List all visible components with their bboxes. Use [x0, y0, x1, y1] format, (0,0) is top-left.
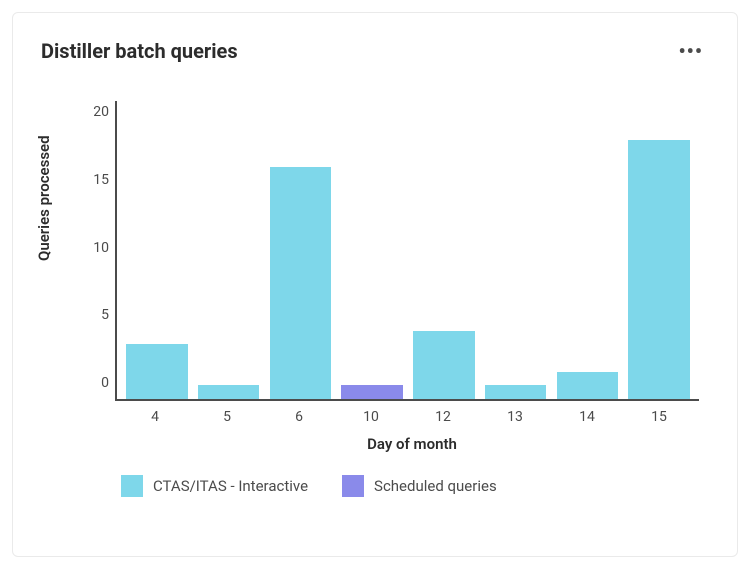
- y-tick: 15: [73, 172, 109, 188]
- bar-slot: [408, 101, 480, 399]
- bar: [628, 140, 690, 399]
- chart-area: 05101520: [115, 101, 699, 401]
- legend-label: CTAS/ITAS - Interactive: [153, 477, 308, 495]
- bar-segment: [557, 372, 619, 399]
- card-header: Distiller batch queries •••: [41, 35, 709, 67]
- bar-segment: [485, 385, 547, 399]
- x-axis-label: Day of month: [115, 435, 709, 453]
- bar: [198, 385, 260, 399]
- legend-swatch-icon: [121, 475, 143, 497]
- bar: [341, 385, 403, 399]
- x-axis-ticks: 4561012131415: [115, 401, 699, 425]
- card-title: Distiller batch queries: [41, 39, 238, 63]
- x-tick: 14: [551, 409, 623, 425]
- x-tick: 13: [479, 409, 551, 425]
- bar-segment: [198, 385, 260, 399]
- y-tick: 0: [73, 375, 109, 391]
- bar-segment: [341, 385, 403, 399]
- bar-slot: [265, 101, 337, 399]
- bars-container: [117, 101, 699, 399]
- bar-segment: [270, 167, 332, 399]
- x-tick: 12: [407, 409, 479, 425]
- x-tick: 4: [119, 409, 191, 425]
- y-tick: 5: [73, 307, 109, 323]
- legend-item: CTAS/ITAS - Interactive: [121, 475, 308, 497]
- x-tick: 15: [623, 409, 695, 425]
- bar: [557, 372, 619, 399]
- x-tick: 10: [335, 409, 407, 425]
- more-options-icon[interactable]: •••: [672, 35, 709, 67]
- bar: [126, 344, 188, 399]
- legend-label: Scheduled queries: [374, 477, 497, 495]
- plot-region: 05101520: [115, 101, 699, 401]
- legend: CTAS/ITAS - Interactive Scheduled queries: [121, 475, 709, 497]
- bar-slot: [623, 101, 695, 399]
- bar-slot: [552, 101, 624, 399]
- bar-slot: [480, 101, 552, 399]
- bar: [270, 167, 332, 399]
- y-axis-label: Queries processed: [35, 135, 53, 261]
- x-tick: 6: [263, 409, 335, 425]
- legend-swatch-icon: [342, 475, 364, 497]
- bar-slot: [336, 101, 408, 399]
- y-tick: 20: [73, 104, 109, 120]
- bar: [485, 385, 547, 399]
- bar-segment: [413, 331, 475, 399]
- y-tick: 10: [73, 240, 109, 256]
- bar-segment: [126, 344, 188, 399]
- chart-card: Distiller batch queries ••• Queries proc…: [12, 12, 738, 557]
- x-tick: 5: [191, 409, 263, 425]
- chart-container: Queries processed 05101520 4561012131415…: [41, 101, 709, 497]
- bar-slot: [193, 101, 265, 399]
- bar-slot: [121, 101, 193, 399]
- bar-segment: [628, 140, 690, 399]
- legend-item: Scheduled queries: [342, 475, 497, 497]
- bar: [413, 331, 475, 399]
